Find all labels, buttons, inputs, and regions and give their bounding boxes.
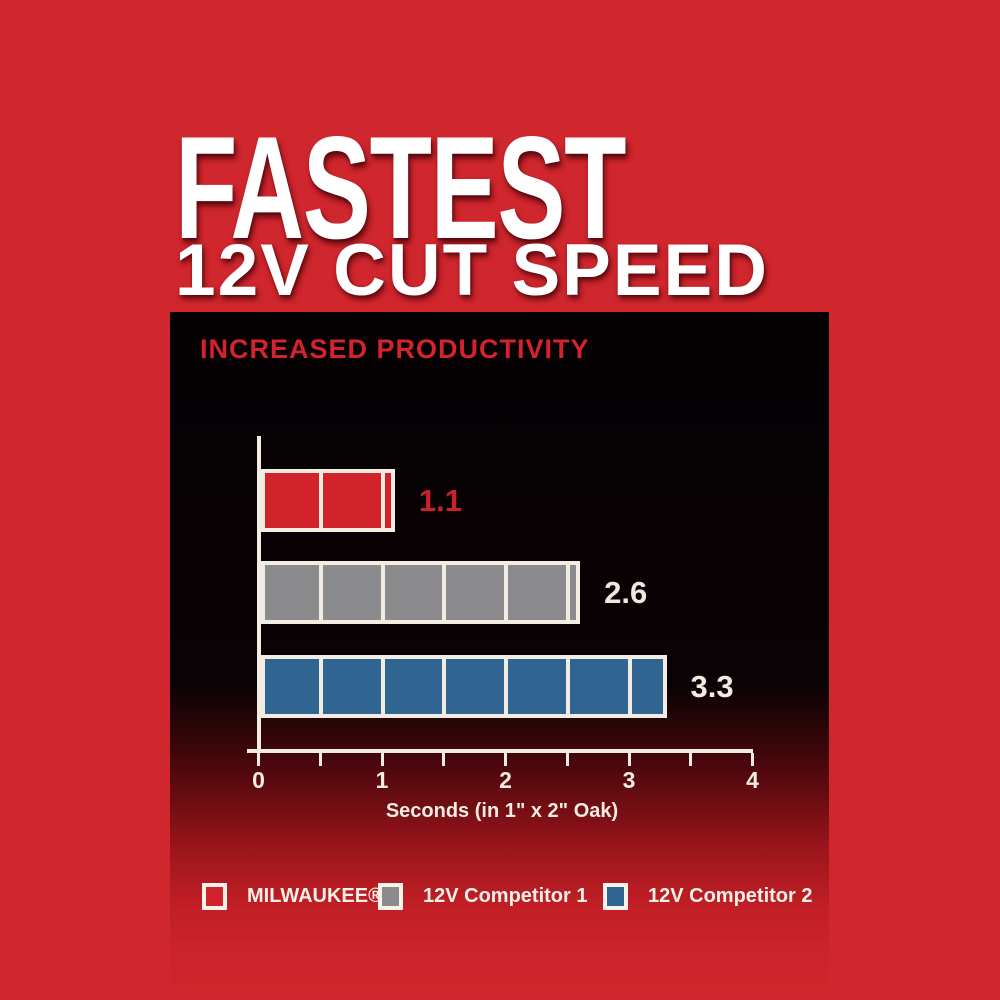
x-axis-tick — [689, 753, 693, 766]
bar-segment-divider — [442, 659, 447, 714]
bar-segment-divider — [565, 565, 570, 620]
bar-segment-divider — [318, 473, 323, 528]
x-axis-tick — [318, 753, 322, 766]
bar-chart: Seconds (in 1" x 2" Oak) 0 1 2 3 4 1.1 2.6 3.3 — [170, 312, 829, 1000]
x-axis-tick — [442, 753, 446, 766]
bar-segment-divider — [380, 473, 385, 528]
x-axis-tick-label: 0 — [252, 767, 265, 793]
bar-12v-competitor-2 — [261, 655, 667, 718]
bar-segment-divider — [627, 659, 632, 714]
chart-heading: INCREASED PRODUCTIVITY — [200, 334, 590, 364]
bar-value-label: 1.1 — [418, 483, 462, 518]
x-axis-tick-label: 1 — [375, 767, 389, 793]
bar-segment-divider — [318, 659, 323, 714]
y-axis-line — [257, 436, 261, 753]
x-axis-tick — [257, 753, 260, 766]
hero-subtitle: 12V CUT SPEED — [175, 230, 769, 311]
x-axis-tick-label: 2 — [499, 767, 512, 793]
x-axis-tick — [627, 753, 631, 766]
bar-12v-competitor-1 — [261, 561, 581, 624]
bar-segment-divider — [504, 659, 508, 714]
hero-title: FASTEST — [175, 106, 627, 269]
x-axis-tick — [504, 753, 507, 766]
x-axis-title: Seconds (in 1" x 2" Oak) — [385, 800, 619, 822]
bar-segment-divider — [318, 565, 323, 620]
bar-segment-divider — [565, 659, 570, 714]
bar-value-label: 3.3 — [690, 669, 734, 704]
x-axis-tick — [380, 753, 384, 766]
bar-segment-divider — [442, 565, 447, 620]
bar-segment-divider — [380, 565, 385, 620]
x-axis-tick-label: 4 — [746, 767, 759, 793]
x-axis-tick — [565, 753, 569, 766]
bar-segment-divider — [380, 659, 385, 714]
bar-value-label: 2.6 — [604, 575, 648, 610]
bar-milwaukee — [261, 469, 395, 532]
x-axis-tick-label: 3 — [622, 767, 636, 793]
chart-panel: INCREASED PRODUCTIVITY Seconds (in 1" x … — [170, 312, 829, 1000]
bar-segment-divider — [504, 565, 508, 620]
x-axis-tick — [751, 753, 754, 766]
x-axis-line — [247, 749, 753, 753]
